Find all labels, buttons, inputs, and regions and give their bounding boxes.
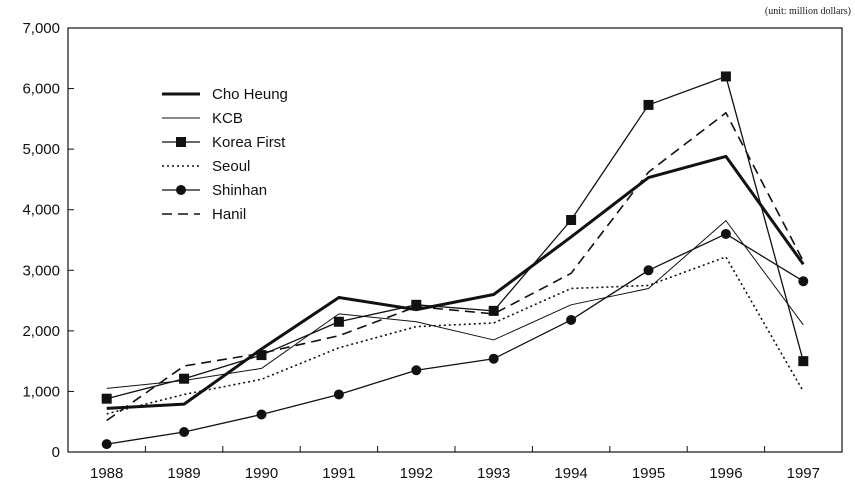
data-point-korea-first — [643, 99, 654, 110]
series-shinhan — [101, 228, 809, 450]
x-tick-label: 1993 — [477, 465, 510, 482]
legend-item-cho-heung: Cho Heung — [162, 86, 288, 103]
legend-item-hanil: Hanil — [162, 206, 246, 223]
data-point-korea-first — [798, 356, 809, 367]
y-tick-label: 7,000 — [22, 20, 60, 37]
legend-item-shinhan: Shinhan — [162, 182, 267, 199]
unit-note: (unit: million dollars) — [764, 6, 851, 17]
data-point-korea-first — [333, 316, 344, 327]
x-tick-label: 1994 — [554, 465, 587, 482]
x-tick-label: 1988 — [90, 465, 123, 482]
series-kcb — [106, 220, 804, 389]
series-hanil — [106, 112, 805, 422]
data-point-shinhan — [411, 365, 422, 376]
data-point-korea-first — [411, 299, 422, 310]
x-tick-label: 1991 — [322, 465, 355, 482]
x-tick-label: 1995 — [632, 465, 665, 482]
series-line-korea-first — [106, 75, 804, 400]
data-point-korea-first — [488, 305, 499, 316]
series-layer — [101, 71, 809, 450]
series-line-hanil — [106, 112, 805, 422]
y-tick-label: 2,000 — [22, 323, 60, 340]
x-tick-label: 1990 — [245, 465, 278, 482]
data-point-korea-first — [720, 71, 731, 82]
y-tick-label: 3,000 — [22, 262, 60, 279]
series-cho-heung — [106, 154, 805, 410]
data-point-shinhan — [256, 409, 267, 420]
series-line-cho-heung — [106, 154, 805, 410]
x-tick-label: 1989 — [167, 465, 200, 482]
x-tick-label: 1997 — [787, 465, 820, 482]
series-line-kcb — [106, 220, 804, 389]
y-tick-label: 5,000 — [22, 141, 60, 158]
x-tick-label: 1992 — [400, 465, 433, 482]
data-point-korea-first — [101, 393, 112, 404]
series-seoul — [106, 256, 804, 415]
legend-label: Hanil — [212, 206, 246, 223]
data-point-korea-first — [179, 373, 190, 384]
legend-label: KCB — [212, 110, 243, 127]
y-tick-label: 1,000 — [22, 383, 60, 400]
series-korea-first — [101, 71, 809, 404]
legend-label: Seoul — [212, 158, 250, 175]
data-point-shinhan — [101, 439, 112, 450]
series-line-seoul — [106, 256, 804, 415]
legend-label: Korea First — [212, 134, 286, 151]
y-tick-label: 0 — [52, 444, 60, 461]
axes: 0 1,000 2,000 3,000 4,000 5,000 6,000 7,000 1988… — [22, 20, 843, 482]
legend: Cho Heung KCB Korea First Seoul Shinhan Hanil — [162, 86, 288, 223]
legend-marker — [176, 137, 186, 147]
y-tick-label: 4,000 — [22, 202, 60, 219]
data-point-shinhan — [566, 314, 577, 325]
legend-item-seoul: Seoul — [162, 158, 250, 175]
data-point-shinhan — [643, 265, 654, 276]
data-point-shinhan — [798, 276, 809, 287]
data-point-korea-first — [256, 350, 267, 361]
data-point-shinhan — [333, 389, 344, 400]
legend-marker — [176, 185, 186, 195]
data-point-shinhan — [179, 427, 190, 438]
x-tick-label: 1996 — [709, 465, 742, 482]
legend-label: Shinhan — [212, 182, 267, 199]
y-tick-label: 6,000 — [22, 81, 60, 98]
series-line-shinhan — [106, 233, 804, 445]
legend-label: Cho Heung — [212, 86, 288, 103]
legend-item-kcb: KCB — [162, 110, 243, 127]
plot-frame — [67, 27, 843, 453]
data-point-shinhan — [720, 228, 731, 239]
data-point-shinhan — [488, 353, 499, 364]
legend-item-korea-first: Korea First — [162, 134, 286, 151]
data-point-korea-first — [566, 215, 577, 226]
